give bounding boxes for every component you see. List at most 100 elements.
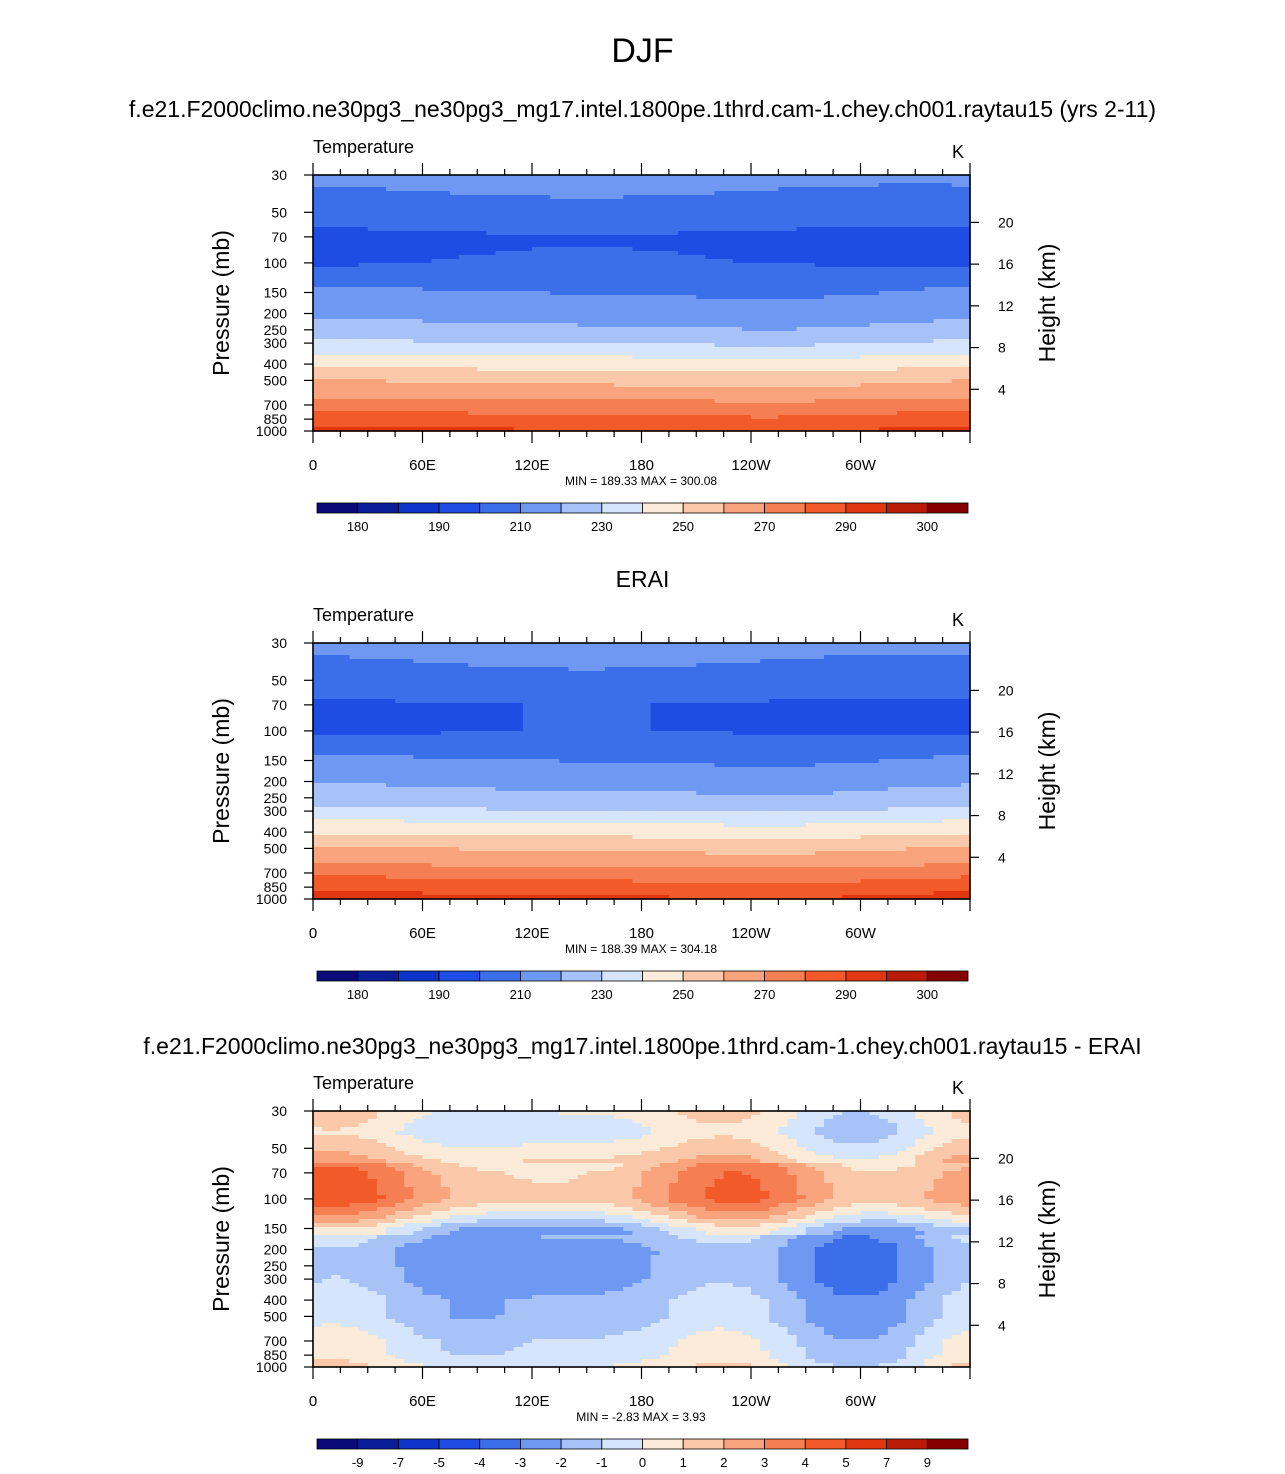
contour-cell: [960, 183, 971, 188]
contour-cell: [960, 215, 971, 220]
contour-cell: [650, 195, 661, 200]
contour-cell: [313, 347, 323, 352]
contour-cell: [860, 371, 871, 376]
contour-cell: [440, 375, 451, 380]
contour-cell: [951, 299, 962, 304]
contour-cell: [805, 331, 816, 336]
contour-cell: [833, 271, 843, 276]
contour-cell: [459, 351, 469, 356]
contour-cell: [349, 299, 360, 304]
contour-cell: [933, 235, 944, 240]
contour-cell: [732, 191, 743, 196]
contour-cell: [851, 199, 862, 204]
contour-cell: [486, 307, 497, 312]
contour-cell: [386, 179, 396, 184]
contour-cell: [486, 299, 497, 304]
contour-cell: [331, 211, 341, 216]
contour-cell: [477, 419, 487, 424]
contour-cell: [796, 371, 807, 376]
contour-cell: [668, 195, 679, 200]
contour-cell: [358, 351, 369, 356]
contour-cell: [522, 291, 533, 296]
contour-cell: [741, 375, 752, 380]
contour-cell: [313, 235, 323, 240]
contour-cell: [386, 359, 396, 364]
contour-cell: [422, 307, 433, 312]
contour-cell: [659, 271, 670, 276]
contour-cell: [678, 427, 688, 432]
contour-cell: [851, 339, 862, 344]
contour-cell: [887, 231, 898, 236]
contour-cell: [696, 243, 706, 248]
contour-cell: [760, 175, 770, 180]
contour-cell: [495, 235, 506, 240]
contour-cell: [422, 323, 433, 328]
contour-cell: [577, 427, 588, 432]
contour-cell: [769, 223, 779, 228]
contour-cell: [924, 215, 935, 220]
contour-cell: [422, 219, 433, 224]
contour-cell: [331, 307, 341, 312]
contour-cell: [367, 291, 378, 296]
contour-cell: [504, 187, 515, 192]
contour-cell: [559, 427, 570, 432]
contour-cell: [404, 331, 414, 336]
contour-cell: [851, 423, 862, 428]
contour-cell: [623, 331, 633, 336]
contour-cell: [887, 251, 898, 256]
contour-cell: [933, 403, 944, 408]
contour-cell: [878, 235, 889, 240]
contour-cell: [623, 307, 633, 312]
contour-cell: [367, 283, 378, 288]
contour-cell: [614, 275, 624, 280]
contour-cell: [723, 251, 734, 256]
contour-cell: [906, 427, 916, 432]
contour-cell: [796, 227, 807, 232]
contour-cell: [696, 407, 706, 412]
contour-cell: [769, 251, 779, 256]
contour-cell: [440, 275, 451, 280]
contour-cell: [687, 331, 697, 336]
contour-cell: [878, 423, 889, 428]
contour-cell: [942, 327, 953, 332]
contour-cell: [577, 207, 588, 212]
contour-cell: [486, 227, 497, 232]
contour-cell: [960, 207, 971, 212]
contour-cell: [860, 255, 871, 260]
contour-cell: [504, 315, 515, 320]
contour-cell: [659, 175, 670, 180]
contour-cell: [614, 319, 624, 324]
contour-cell: [614, 251, 624, 256]
contour-cell: [358, 183, 369, 188]
contour-cell: [532, 315, 542, 320]
contour-cell: [696, 315, 706, 320]
contour-cell: [760, 219, 770, 224]
contour-cell: [960, 275, 971, 280]
pressure-tick-label: 200: [264, 306, 288, 322]
contour-cell: [714, 371, 725, 376]
contour-cell: [751, 415, 761, 420]
contour-cell: [915, 355, 925, 360]
contour-cell: [376, 651, 387, 656]
contour-cell: [741, 423, 752, 428]
contour-cell: [887, 287, 898, 292]
contour-cell: [376, 239, 387, 244]
contour-cell: [623, 251, 633, 256]
contour-cell: [422, 367, 433, 372]
contour-cell: [778, 379, 789, 384]
contour-cell: [769, 347, 779, 352]
contour-cell: [449, 379, 460, 384]
contour-cell: [814, 179, 825, 184]
contour-cell: [541, 231, 551, 236]
contour-cell: [504, 203, 515, 208]
contour-cell: [486, 219, 497, 224]
contour-cell: [951, 331, 962, 336]
contour-cell: [678, 407, 688, 412]
contour-cell: [659, 327, 670, 332]
contour-cell: [668, 335, 679, 340]
contour-cell: [851, 379, 862, 384]
contour-cell: [559, 311, 570, 316]
contour-cell: [422, 203, 433, 208]
contour-cell: [942, 395, 953, 400]
contour-cell: [960, 343, 971, 348]
